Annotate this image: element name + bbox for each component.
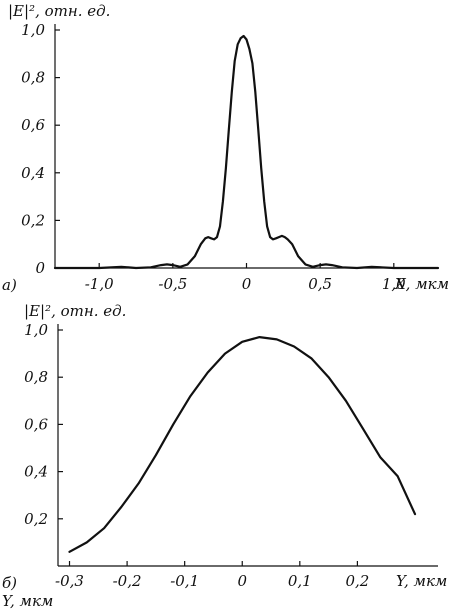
panel-a-ticks: 0 0,2 0,4 0,6 0,8 1,0 -1,0 -0,5 0 0,5 1,0 [21, 21, 438, 293]
panel-b-chart: |E|², отн. ед. б) Y, мкм Y, мкм 0,20,40,… [2, 302, 447, 609]
panel-a-y-tick-label: 0,4 [21, 164, 45, 182]
panel-a-x-tick-label: -0,5 [158, 275, 187, 293]
panel-a-x-axis-label: X, мкм [394, 275, 449, 293]
panel-a-x-tick-label: 1,0 [382, 275, 406, 293]
panel-b-y-axis-label: |E|², отн. ед. [24, 302, 126, 320]
panel-b-x-tick-label: 0,2 [345, 572, 369, 590]
panel-b-x-axis-end-label: Y, мкм [396, 572, 447, 590]
panel-a-y-tick-label: 0,6 [21, 116, 45, 134]
panel-b-x-tick-label: 0 [237, 572, 247, 590]
panel-a-label: а) [2, 276, 17, 294]
panel-b-series-line [68, 336, 417, 553]
panel-b-y-tick-label: 0,8 [24, 368, 48, 386]
panel-b-x-tick-label: -0,2 [113, 572, 142, 590]
panel-b-y-tick-label: 1,0 [24, 321, 48, 339]
panel-b-x-axis-label: Y, мкм [2, 592, 53, 609]
panel-b-x-tick-label: -0,3 [55, 572, 84, 590]
panel-b-y-tick-label: 0,2 [24, 510, 48, 528]
panel-a-y-tick-label: 0,2 [21, 211, 45, 229]
panel-b-x-tick-label: 0,1 [288, 572, 312, 590]
panel-a-x-tick-label: 0 [242, 275, 252, 293]
panel-a-y-tick-label: 0 [35, 259, 45, 277]
panel-a-series-line [53, 34, 440, 270]
panel-b-ticks: 0,2 0,4 0,6 0,8 1,0 -0,3 -0,2 -0,1 0 0,1 0,2 [24, 321, 438, 590]
panel-a-x-tick-label: -1,0 [85, 275, 114, 293]
panel-b-y-tick-label: 0,4 [24, 463, 48, 481]
panel-b-label: б) [2, 574, 17, 592]
panel-a-x-tick-label: 0,5 [308, 275, 332, 293]
panel-a-y-tick-label: 1,0 [21, 21, 45, 39]
panel-a-y-axis-label: |E|², отн. ед. [8, 2, 110, 20]
panel-b-x-tick-label: -0,1 [170, 572, 199, 590]
panel-b-y-tick-label: 0,6 [24, 415, 48, 433]
panel-a-chart: |E|², отн. ед. а) X, мкм 0 0,2 0,4 0,6 0,8 1,… [2, 2, 449, 294]
panel-a-y-tick-label: 0,8 [21, 69, 45, 87]
